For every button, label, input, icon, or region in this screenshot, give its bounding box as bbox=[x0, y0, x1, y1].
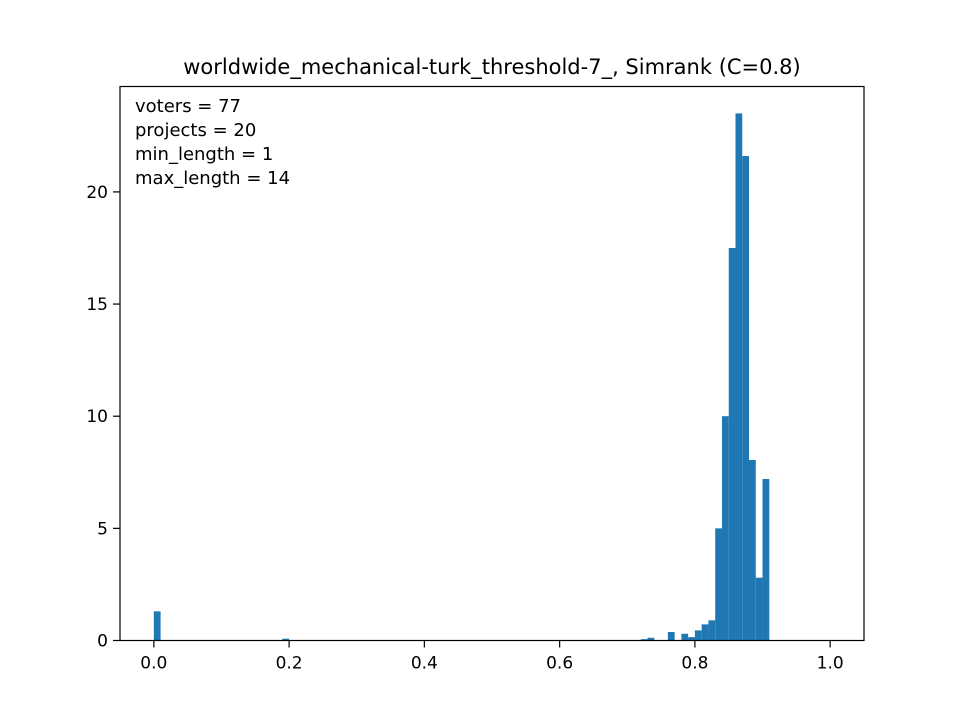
histogram-bar bbox=[721, 416, 729, 641]
y-tick-label: 15 bbox=[86, 295, 108, 315]
x-axis: 0.0 0.2 0.4 0.6 0.8 1.0 bbox=[140, 640, 844, 674]
histogram-bar bbox=[762, 479, 770, 641]
histogram-bar bbox=[282, 638, 290, 641]
bars-group bbox=[153, 113, 770, 641]
x-tick-label: 0.2 bbox=[276, 654, 303, 674]
histogram-bar bbox=[153, 611, 161, 641]
y-tick-label: 10 bbox=[86, 407, 108, 427]
histogram-bar bbox=[647, 637, 655, 641]
plot-frame bbox=[119, 85, 865, 642]
histogram-bar bbox=[708, 620, 716, 641]
x-tick-label: 0.8 bbox=[681, 654, 708, 674]
histogram-bar bbox=[667, 631, 675, 641]
y-tick-label: 0 bbox=[97, 632, 108, 652]
x-tick-label: 0.6 bbox=[546, 654, 573, 674]
annotation-max-length: max_length = 14 bbox=[135, 168, 290, 189]
histogram-bar bbox=[640, 639, 648, 641]
histogram-bar bbox=[694, 630, 702, 641]
histogram-bar bbox=[749, 459, 756, 641]
annotation-voters: voters = 77 bbox=[135, 96, 241, 117]
histogram-bar bbox=[688, 637, 695, 641]
histogram-bar bbox=[728, 247, 736, 641]
histogram-bar bbox=[681, 633, 689, 641]
stats-annotation: voters = 77 projects = 20 min_length = 1… bbox=[135, 96, 290, 189]
histogram-bar bbox=[715, 528, 722, 641]
histogram-bar bbox=[735, 113, 743, 641]
chart-title: worldwide_mechanical-turk_threshold-7_, … bbox=[183, 55, 801, 80]
x-tick-label: 0.0 bbox=[140, 654, 167, 674]
y-axis: 0 5 10 15 20 bbox=[86, 183, 120, 652]
histogram-bar bbox=[755, 577, 763, 641]
y-tick-label: 5 bbox=[97, 519, 108, 539]
histogram-bar bbox=[701, 624, 709, 641]
y-tick-label: 20 bbox=[86, 183, 108, 203]
histogram-bar bbox=[742, 156, 750, 641]
x-tick-label: 1.0 bbox=[817, 654, 844, 674]
annotation-min-length: min_length = 1 bbox=[135, 144, 273, 165]
x-tick-label: 0.4 bbox=[411, 654, 438, 674]
annotation-projects: projects = 20 bbox=[135, 120, 256, 141]
